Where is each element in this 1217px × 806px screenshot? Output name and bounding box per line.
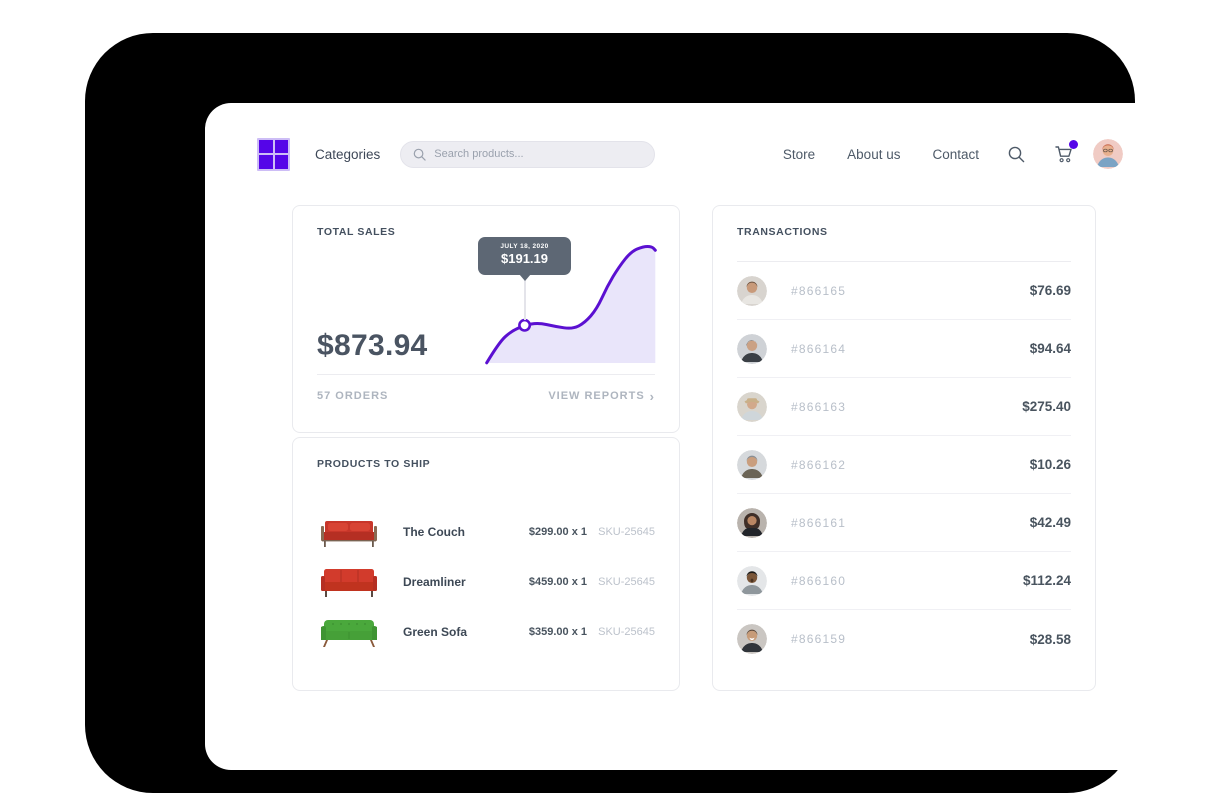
divider — [317, 374, 655, 375]
product-image-red-couch — [321, 521, 377, 547]
search-input[interactable] — [434, 148, 643, 160]
customer-avatar — [737, 449, 767, 480]
orders-count: 57 ORDERS — [317, 390, 389, 402]
transaction-row[interactable]: #866162 $10.26 — [737, 436, 1071, 494]
nav-link-about[interactable]: About us — [847, 146, 901, 162]
product-row[interactable]: Dreamliner $459.00 x 1 SKU-25645 — [317, 557, 655, 607]
product-name: Dreamliner — [403, 575, 466, 589]
product-name: The Couch — [403, 525, 465, 539]
transaction-id: #866164 — [791, 341, 847, 356]
transaction-amount: $28.58 — [1029, 631, 1071, 647]
chevron-right-icon: › — [649, 388, 655, 404]
divider — [737, 261, 1071, 262]
transaction-row[interactable]: #866160 $112.24 — [737, 552, 1071, 610]
product-search[interactable] — [400, 140, 656, 168]
view-reports-label: VIEW REPORTS — [548, 390, 645, 402]
top-nav: Categories Store About us Contact — [257, 137, 1123, 171]
search-button[interactable] — [1008, 146, 1025, 163]
transaction-id: #866160 — [791, 573, 847, 588]
product-image-red-sofa — [321, 569, 377, 597]
product-row[interactable]: The Couch $299.00 x 1 SKU-25645 — [317, 507, 655, 557]
transactions-card: TRANSACTIONS #866165 $76.69 #866164 $94.… — [712, 205, 1096, 691]
cart-badge — [1069, 140, 1078, 149]
customer-avatar — [737, 624, 767, 654]
transaction-row[interactable]: #866164 $94.64 — [737, 320, 1071, 378]
customer-avatar — [737, 507, 767, 538]
product-name: Green Sofa — [403, 625, 468, 639]
transaction-row[interactable]: #866159 $28.58 — [737, 610, 1071, 668]
search-icon — [413, 148, 426, 161]
nav-links: Store About us Contact — [783, 147, 979, 162]
sales-chart[interactable] — [485, 239, 657, 365]
user-avatar[interactable] — [1093, 139, 1123, 169]
chart-marker — [518, 318, 532, 332]
customer-avatar — [737, 275, 767, 306]
transaction-amount: $76.69 — [1029, 283, 1071, 298]
transaction-amount: $94.64 — [1029, 341, 1071, 356]
total-sales-amount: $873.94 — [317, 329, 428, 362]
app-canvas: Categories Store About us Contact TOTAL … — [205, 103, 1185, 770]
customer-avatar — [737, 333, 767, 364]
tooltip-value: $191.19 — [501, 251, 548, 266]
tooltip-connector-line — [524, 276, 526, 320]
view-reports-link[interactable]: VIEW REPORTS › — [548, 388, 655, 404]
customer-avatar — [737, 391, 767, 422]
nav-link-contact[interactable]: Contact — [932, 146, 979, 162]
transaction-id: #866161 — [791, 515, 847, 530]
transaction-amount: $112.24 — [1022, 573, 1071, 588]
product-row[interactable]: Green Sofa $359.00 x 1 SKU-25645 — [317, 607, 655, 657]
transaction-id: #866163 — [791, 399, 847, 414]
total-sales-card: TOTAL SALES JULY 18, 2020 $191.19 $873.9… — [292, 205, 680, 433]
transaction-amount: $42.49 — [1029, 515, 1071, 530]
transaction-amount: $275.40 — [1022, 399, 1071, 414]
brand-logo-icon[interactable] — [257, 137, 290, 171]
product-image-green-sofa — [321, 620, 377, 647]
product-list: The Couch $299.00 x 1 SKU-25645 Dreamlin… — [317, 507, 655, 657]
cart-icon — [1055, 146, 1072, 163]
search-icon — [1008, 146, 1025, 162]
transactions-list: #866165 $76.69 #866164 $94.64 #866163 $2… — [737, 262, 1071, 668]
product-price: $359.00 x 1 — [528, 626, 587, 638]
product-sku: SKU-25645 — [598, 626, 655, 638]
chart-tooltip: JULY 18, 2020 $191.19 — [478, 237, 571, 281]
transaction-id: #866165 — [791, 283, 847, 298]
chart-area-fill — [486, 246, 656, 363]
transactions-title: TRANSACTIONS — [737, 226, 828, 238]
product-price: $459.00 x 1 — [528, 576, 587, 588]
customer-avatar — [737, 565, 767, 596]
transaction-id: #866159 — [791, 632, 847, 646]
products-title: PRODUCTS TO SHIP — [317, 458, 431, 470]
transaction-row[interactable]: #866165 $76.69 — [737, 262, 1071, 320]
transaction-row[interactable]: #866163 $275.40 — [737, 378, 1071, 436]
cart-button[interactable] — [1054, 140, 1078, 164]
transaction-amount: $10.26 — [1029, 457, 1071, 472]
window-frame: Categories Store About us Contact TOTAL … — [85, 33, 1185, 793]
transaction-id: #866162 — [791, 457, 847, 472]
tooltip-date: JULY 18, 2020 — [500, 243, 549, 250]
total-sales-title: TOTAL SALES — [317, 226, 396, 238]
categories-menu[interactable]: Categories — [315, 146, 381, 162]
transaction-row[interactable]: #866161 $42.49 — [737, 494, 1071, 552]
product-price: $299.00 x 1 — [528, 526, 587, 538]
products-to-ship-card: PRODUCTS TO SHIP The Couch $299.00 x 1 S… — [292, 437, 680, 691]
nav-link-store[interactable]: Store — [782, 146, 816, 162]
product-sku: SKU-25645 — [598, 576, 655, 588]
product-sku: SKU-25645 — [598, 526, 655, 538]
sales-footer: 57 ORDERS VIEW REPORTS › — [317, 388, 655, 404]
